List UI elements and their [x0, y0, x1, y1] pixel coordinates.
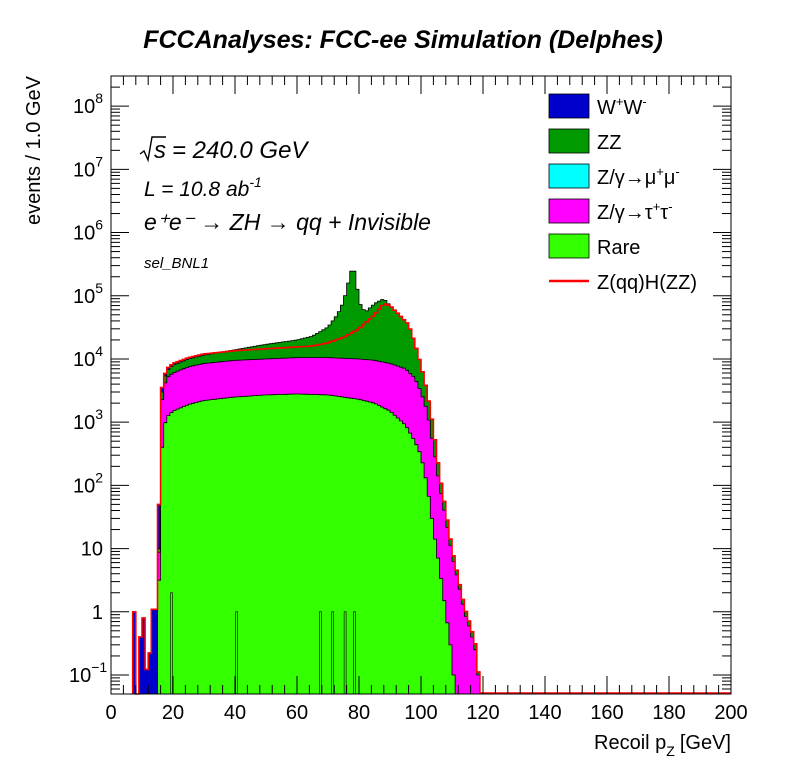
- x-tick-label-1: 20: [162, 702, 184, 724]
- annotations: s = 240.0 GeV L = 10.8 ab-1 e⁺e⁻ → ZH → …: [139, 136, 431, 272]
- x-tick-label-0: 0: [105, 702, 116, 724]
- legend-text: Z(qq)H(ZZ): [597, 272, 697, 294]
- legend-swatch-1: [548, 128, 590, 154]
- legend-swatch-3: [548, 198, 590, 224]
- x-tick-label-6: 120: [466, 702, 499, 724]
- rare-spike-2: [319, 611, 322, 695]
- stacked-histogram: [131, 270, 731, 695]
- x-tick-label-8: 160: [590, 702, 623, 724]
- y-axis-label: events / 1.0 GeV: [23, 75, 45, 225]
- legend-text: Z/γ→τ: [597, 202, 653, 224]
- y-tick-label-8: 107: [73, 153, 103, 181]
- y-tick-label-9: 108: [73, 90, 103, 118]
- legend-superscript: +: [653, 199, 661, 214]
- legend-label-5: Z(qq)H(ZZ): [597, 272, 697, 294]
- legend-superscript: +: [616, 94, 624, 109]
- legend-swatch-2: [548, 163, 590, 189]
- legend-text: ZZ: [597, 132, 621, 154]
- legend-label-2: Z/γ→μ+μ-: [597, 164, 680, 189]
- x-tick-label-9: 180: [652, 702, 685, 724]
- luminosity-exponent: -1: [249, 174, 261, 190]
- rare-spike-0: [170, 592, 173, 695]
- legend-text: Z/γ→μ: [597, 167, 656, 189]
- y-tick-label-4: 103: [73, 406, 103, 434]
- y-tick-label-0: 10−1: [69, 659, 107, 687]
- legend-superscript: -: [642, 94, 646, 109]
- legend-label-3: Z/γ→τ+τ-: [597, 199, 673, 224]
- y-tick-label-6: 105: [73, 280, 103, 308]
- rare-spike-3: [331, 611, 335, 695]
- x-tick-label-3: 60: [286, 702, 308, 724]
- sqrt-symbol: [139, 136, 166, 163]
- x-axis-label-main: Recoil p: [594, 732, 666, 754]
- legend-swatch-4: [548, 233, 590, 259]
- x-tick-label-7: 140: [528, 702, 561, 724]
- x-axis-label-sub: Z: [666, 743, 675, 759]
- y-tick-label-5: 104: [73, 343, 103, 371]
- legend-text: Rare: [597, 237, 640, 259]
- legend-text: τ: [660, 202, 668, 224]
- luminosity-label: L = 10.8 ab-1: [144, 174, 262, 201]
- legend-text: W: [623, 97, 642, 119]
- x-tick-label-10: 200: [714, 702, 747, 724]
- y-tick-label-1: 1: [92, 602, 103, 624]
- luminosity-base: L = 10.8 ab: [144, 178, 250, 201]
- legend-label-0: W+W-: [597, 94, 647, 119]
- legend-swatch-0: [548, 93, 590, 119]
- rare-spike-1: [235, 611, 238, 695]
- rare-spike-5: [353, 611, 356, 695]
- rare-spike-4: [343, 611, 347, 695]
- x-axis-label: Recoil pZ [GeV]: [594, 732, 731, 759]
- x-tick-label-5: 100: [404, 702, 437, 724]
- signal-line: [131, 303, 731, 695]
- legend-label-1: ZZ: [597, 132, 621, 154]
- legend-text: μ: [664, 167, 676, 189]
- sqrt-s-annotation: s = 240.0 GeV: [139, 136, 309, 164]
- x-axis-label-unit: [GeV]: [680, 732, 731, 754]
- legend-text: W: [597, 97, 616, 119]
- x-tick-label-2: 40: [224, 702, 246, 724]
- y-tick-label-3: 102: [73, 469, 103, 497]
- series-0-area: [157, 393, 456, 695]
- x-tick-label-4: 80: [348, 702, 370, 724]
- y-tick-label-2: 10: [81, 539, 103, 561]
- selection-label: sel_BNL1: [144, 255, 209, 272]
- energy-label: = 240.0 GeV: [172, 137, 309, 164]
- axes: 0 20 40 60 80 100 120 140 160 180 200 10−1 1 10 102 103…: [69, 75, 748, 724]
- legend-superscript: -: [675, 164, 679, 179]
- legend-superscript: -: [668, 199, 672, 214]
- legend-superscript: +: [656, 164, 664, 179]
- y-tick-label-7: 106: [73, 217, 103, 245]
- process-label: e⁺e⁻ → ZH → qq + Invisible: [144, 209, 431, 235]
- chart-title: FCCAnalyses: FCC-ee Simulation (Delphes): [143, 26, 663, 54]
- legend-label-4: Rare: [597, 237, 640, 259]
- sqrt-s-label: s: [154, 137, 166, 164]
